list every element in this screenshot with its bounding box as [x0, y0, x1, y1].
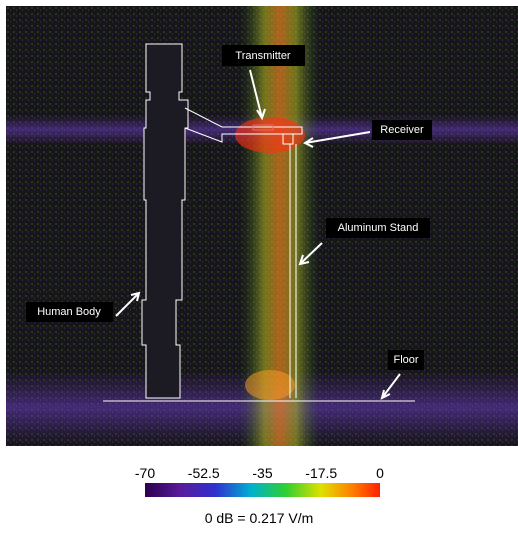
figure: Transmitter Receiver Aluminum Stand Huma…	[0, 0, 518, 533]
colorbar-tick-label: -35	[252, 465, 272, 481]
colorbar-tick-label: -17.5	[305, 465, 337, 481]
colorbar-tick-label: -70	[135, 465, 155, 481]
body-label: Human Body	[37, 306, 101, 318]
field-map	[6, 6, 518, 446]
colorbar-tick-label: 0	[376, 465, 384, 481]
stand-label: Aluminum Stand	[338, 222, 419, 234]
page: {"labels": {"transmitter": "Transmitter"…	[0, 0, 518, 533]
colorbar	[145, 483, 380, 497]
receiver-label: Receiver	[380, 124, 424, 136]
transmitter-label: Transmitter	[235, 50, 291, 62]
caption: 0 dB = 0.217 V/m	[205, 510, 314, 526]
colorbar-tick-label: -52.5	[188, 465, 220, 481]
floor-label: Floor	[393, 354, 418, 366]
